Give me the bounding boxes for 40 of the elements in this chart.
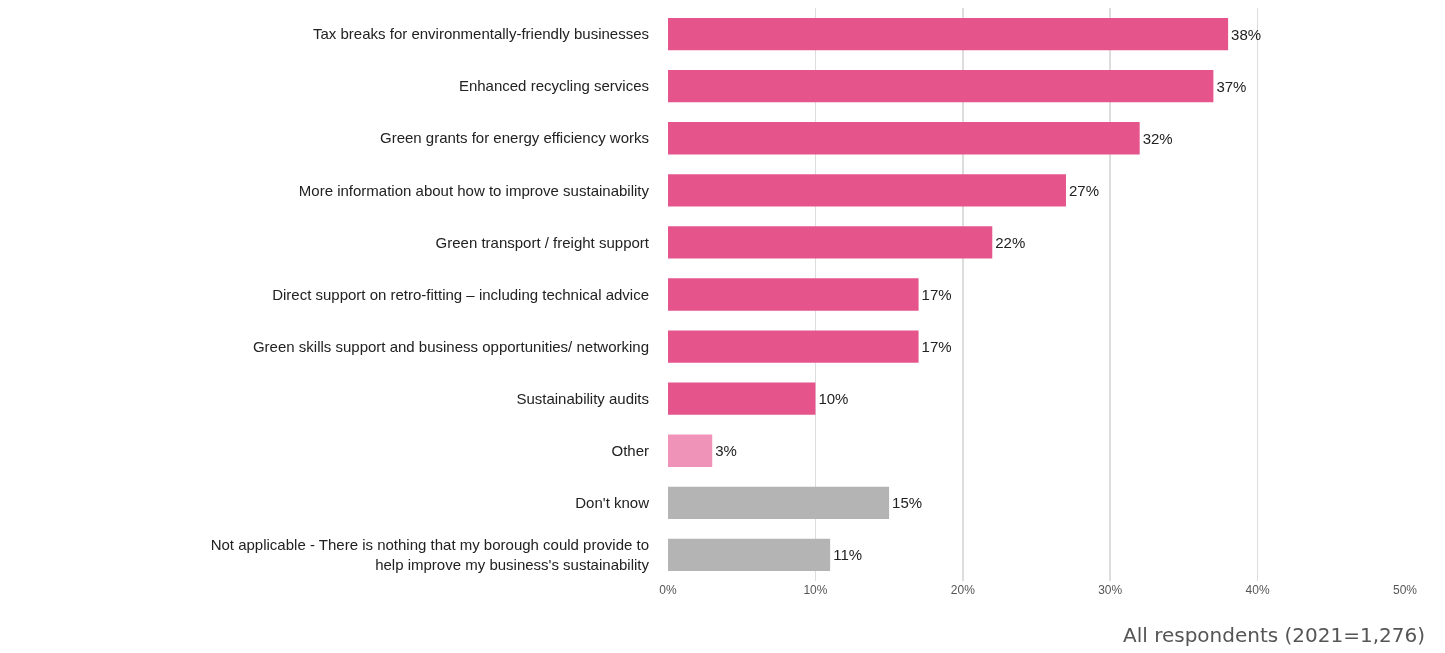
bar: [668, 538, 831, 572]
data-label: 10%: [818, 390, 849, 408]
y-tick-label: Enhanced recycling services: [458, 77, 649, 95]
data-label: 3%: [715, 442, 737, 460]
y-tick-label: Sustainability audits: [516, 389, 649, 407]
bar: [668, 226, 993, 259]
data-label: 11%: [833, 546, 863, 564]
x-tick-label: 0%: [659, 583, 677, 597]
text: All respondents (2021=1,276): [1123, 623, 1426, 647]
bar: [668, 278, 919, 311]
y-tick-label: Direct support on retro-fitting – including technical advice: [272, 285, 649, 303]
y-tick-label: More information about how to improve sustainability: [298, 181, 650, 199]
bar: [668, 69, 1214, 103]
x-tick-label: 10%: [803, 583, 828, 597]
y-tick-label: Not applicable - There is nothing that my borough could provide to help improve my business's sustainability: [210, 536, 650, 573]
bar: [668, 486, 890, 520]
y-tick-label: Green skills support and business opportunities/ networking: [252, 337, 649, 355]
data-label: 15%: [892, 494, 923, 512]
data-label: 17%: [921, 338, 952, 356]
bar: [668, 434, 713, 467]
data-label: 38%: [1231, 25, 1262, 43]
y-tick-label: Other: [611, 442, 649, 460]
y-tick-label: Tax breaks for environmentally-friendly businesses: [313, 25, 649, 43]
bar: [668, 122, 1140, 155]
y-tick-label: Don't know: [575, 494, 650, 512]
data-label: 22%: [995, 233, 1026, 251]
data-label: 37%: [1216, 77, 1247, 95]
y-tick-label: Green transport / freight support: [435, 233, 650, 251]
x-tick-label: 20%: [950, 583, 976, 597]
data-label: 32%: [1142, 129, 1173, 147]
bar: [668, 17, 1229, 51]
bar: [668, 174, 1066, 207]
data-label: 17%: [921, 286, 952, 303]
data-label: 27%: [1068, 181, 1100, 199]
x-tick-label: 50%: [1392, 583, 1418, 597]
y-tick-label: Green grants for energy efficiency works: [379, 129, 649, 147]
bar: [668, 330, 919, 363]
x-tick-label: 30%: [1098, 583, 1123, 597]
bar: [668, 382, 816, 415]
x-tick-label: 40%: [1245, 583, 1270, 597]
